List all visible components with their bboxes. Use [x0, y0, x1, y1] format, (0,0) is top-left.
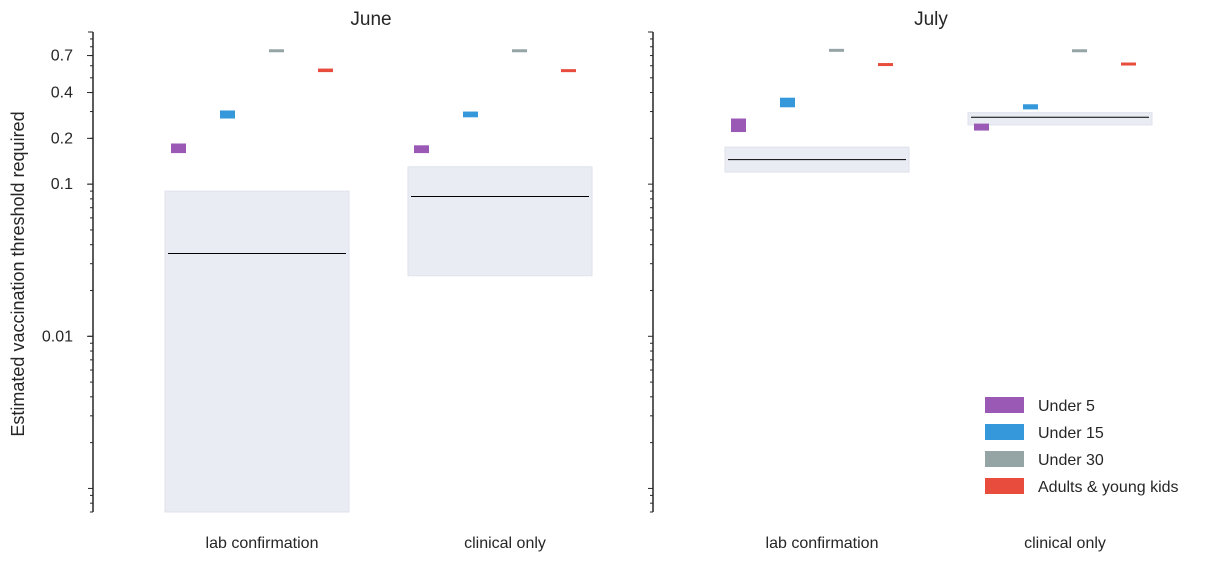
- range-band: [407, 166, 593, 277]
- category-label: clinical only: [464, 535, 546, 552]
- range-band: [164, 190, 350, 513]
- group-clinical-only: clinical only: [967, 49, 1153, 552]
- legend-label: Under 15: [1038, 425, 1104, 442]
- marker-adults-and-young-kids: [878, 63, 893, 67]
- marker-under-5: [974, 123, 989, 131]
- group-clinical-only: clinical only: [407, 49, 593, 552]
- marker-adults-and-young-kids: [1121, 62, 1136, 66]
- category-label: lab confirmation: [206, 535, 319, 552]
- marker-under-30: [269, 49, 284, 53]
- category-label: clinical only: [1024, 535, 1106, 552]
- y-tick-label: 0.1: [51, 176, 73, 193]
- y-tick-label: 0.4: [51, 85, 73, 102]
- y-tick-label: 0.7: [51, 48, 73, 65]
- marker-under-5: [731, 118, 746, 133]
- group-lab-confirmation: lab confirmation: [724, 48, 910, 552]
- legend-swatch-under-5: [985, 397, 1024, 413]
- marker-under-30: [829, 48, 844, 52]
- category-label: lab confirmation: [766, 535, 879, 552]
- legend: Under 5 Under 15 Under 30 Adults & young ki…: [985, 397, 1179, 496]
- marker-adults-and-young-kids: [318, 68, 333, 73]
- panel-title: July: [914, 9, 948, 30]
- legend-label: Under 30: [1038, 452, 1104, 469]
- marker-under-15: [463, 111, 478, 118]
- marker-under-15: [1023, 104, 1038, 110]
- range-band: [967, 112, 1153, 126]
- marker-under-30: [512, 49, 527, 53]
- y-axis-label: Estimated vaccination threshold required: [8, 111, 28, 436]
- marker-under-5: [171, 143, 186, 154]
- marker-under-30: [1072, 49, 1087, 53]
- marker-under-5: [414, 145, 429, 154]
- chart-panels: June 0.7 0.4 0.2 0.1 0.01 lab confirmation clin…: [42, 9, 1153, 552]
- legend-swatch-under-30: [985, 451, 1024, 467]
- panel-june: June 0.7 0.4 0.2 0.1 0.01 lab confirmation clin…: [42, 9, 593, 552]
- legend-label: Adults & young kids: [1038, 479, 1179, 496]
- y-tick-label: 0.01: [42, 328, 73, 345]
- legend-label: Under 5: [1038, 398, 1095, 415]
- panel-july: July lab confirmation clinical only: [648, 9, 1153, 552]
- y-tick-label: 0.2: [51, 130, 73, 147]
- group-lab-confirmation: lab confirmation: [164, 49, 350, 552]
- marker-under-15: [220, 110, 235, 119]
- marker-adults-and-young-kids: [561, 69, 576, 73]
- legend-swatch-under-15: [985, 424, 1024, 440]
- marker-under-15: [780, 97, 795, 108]
- legend-swatch-adults-and-young-kids: [985, 478, 1024, 494]
- panel-title: June: [350, 9, 391, 30]
